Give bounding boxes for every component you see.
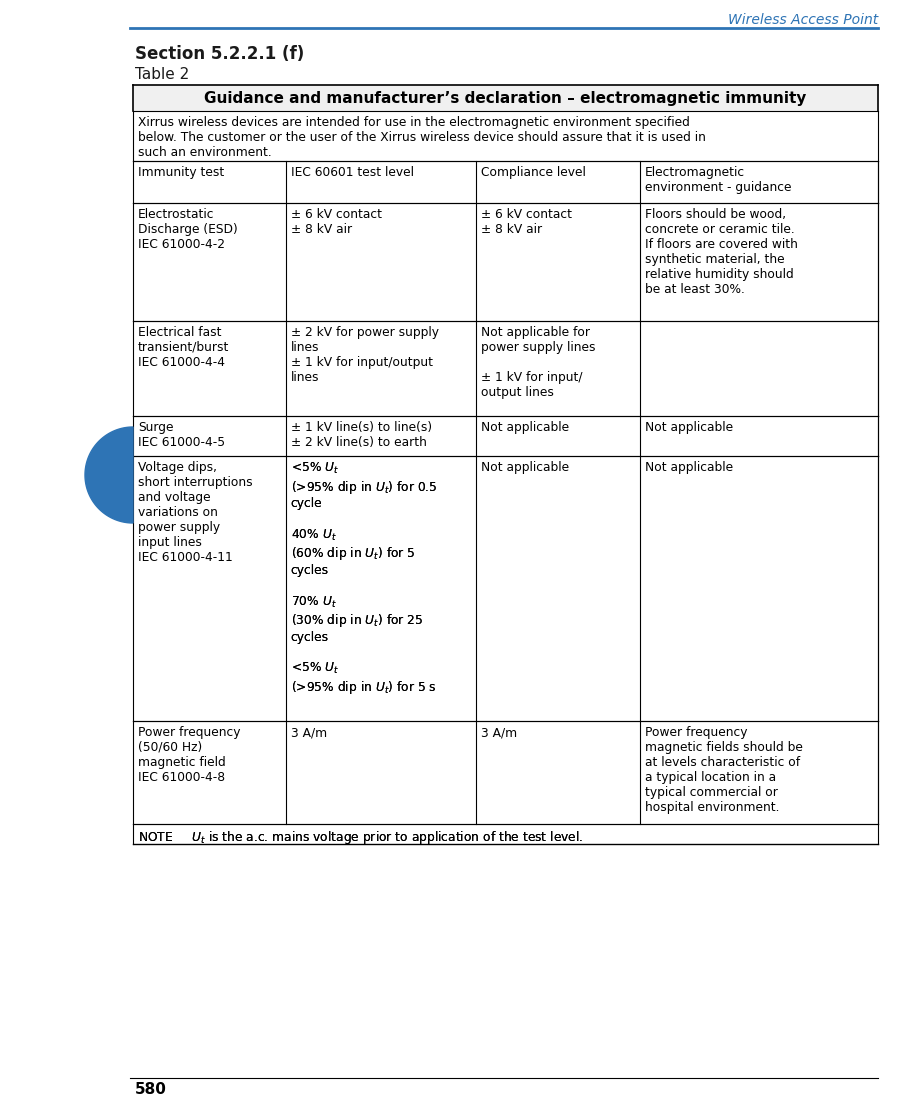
Text: Not applicable: Not applicable bbox=[481, 461, 569, 474]
Bar bbox=[133, 416, 878, 456]
Bar bbox=[133, 321, 878, 416]
Text: Electromagnetic
environment - guidance: Electromagnetic environment - guidance bbox=[644, 166, 791, 194]
Text: Power frequency
magnetic fields should be
at levels characteristic of
a typical : Power frequency magnetic fields should b… bbox=[644, 726, 803, 814]
Bar bbox=[133, 111, 878, 161]
Text: Floors should be wood,
concrete or ceramic tile.
If floors are covered with
synt: Floors should be wood, concrete or ceram… bbox=[644, 208, 797, 296]
Text: Wireless Access Point: Wireless Access Point bbox=[728, 13, 878, 27]
Text: Immunity test: Immunity test bbox=[138, 166, 224, 179]
Text: 3 A/m: 3 A/m bbox=[481, 726, 517, 739]
Bar bbox=[133, 203, 878, 321]
Text: Not applicable for
power supply lines

± 1 kV for input/
output lines: Not applicable for power supply lines ± … bbox=[481, 326, 596, 398]
Text: Surge
IEC 61000-4-5: Surge IEC 61000-4-5 bbox=[138, 421, 225, 450]
Text: <5% $U_t$
(>95% dip in $U_t$) for 0.5
cycle

40% $U_t$
(60% dip in $U_t$) for 5
: <5% $U_t$ (>95% dip in $U_t$) for 0.5 cy… bbox=[291, 461, 437, 696]
Text: Guidance and manufacturer’s declaration – electromagnetic immunity: Guidance and manufacturer’s declaration … bbox=[205, 91, 806, 105]
Text: ± 1 kV line(s) to line(s)
± 2 kV line(s) to earth: ± 1 kV line(s) to line(s) ± 2 kV line(s)… bbox=[291, 421, 432, 450]
Text: Electrical fast
transient/burst
IEC 61000-4-4: Electrical fast transient/burst IEC 6100… bbox=[138, 326, 230, 369]
Text: Power frequency
(50/60 Hz)
magnetic field
IEC 61000-4-8: Power frequency (50/60 Hz) magnetic fiel… bbox=[138, 726, 241, 784]
Text: NOTE     $U_t$ is the a.c. mains voltage prior to application of the test level.: NOTE $U_t$ is the a.c. mains voltage pri… bbox=[138, 829, 583, 846]
Polygon shape bbox=[85, 427, 133, 523]
Text: Voltage dips,
short interruptions
and voltage
variations on
power supply
input l: Voltage dips, short interruptions and vo… bbox=[138, 461, 252, 564]
Text: Not applicable: Not applicable bbox=[644, 461, 733, 474]
Text: Electrostatic
Discharge (ESD)
IEC 61000-4-2: Electrostatic Discharge (ESD) IEC 61000-… bbox=[138, 208, 238, 251]
Text: ± 2 kV for power supply
lines
± 1 kV for input/output
lines: ± 2 kV for power supply lines ± 1 kV for… bbox=[291, 326, 439, 384]
Text: NOTE     $U_t$ is the a.c. mains voltage prior to application of the test level.: NOTE $U_t$ is the a.c. mains voltage pri… bbox=[138, 829, 583, 846]
Bar bbox=[133, 456, 878, 722]
Text: Compliance level: Compliance level bbox=[481, 166, 586, 179]
Text: Not applicable: Not applicable bbox=[481, 421, 569, 434]
Text: Xirrus wireless devices are intended for use in the electromagnetic environment : Xirrus wireless devices are intended for… bbox=[138, 117, 705, 159]
Text: Section 5.2.2.1 (f): Section 5.2.2.1 (f) bbox=[135, 46, 305, 63]
Text: ± 6 kV contact
± 8 kV air: ± 6 kV contact ± 8 kV air bbox=[291, 208, 382, 236]
Text: ± 6 kV contact
± 8 kV air: ± 6 kV contact ± 8 kV air bbox=[481, 208, 572, 236]
Text: 580: 580 bbox=[135, 1082, 167, 1097]
Text: 3 A/m: 3 A/m bbox=[291, 726, 327, 739]
Bar bbox=[133, 85, 878, 111]
Bar bbox=[133, 722, 878, 824]
Text: <5% $U_t$
(>95% dip in $U_t$) for 0.5
cycle

40% $U_t$
(60% dip in $U_t$) for 5
: <5% $U_t$ (>95% dip in $U_t$) for 0.5 cy… bbox=[291, 461, 437, 696]
Text: Table 2: Table 2 bbox=[135, 67, 189, 82]
Text: IEC 60601 test level: IEC 60601 test level bbox=[291, 166, 414, 179]
Bar bbox=[133, 161, 878, 203]
Text: Not applicable: Not applicable bbox=[644, 421, 733, 434]
Bar bbox=[133, 824, 878, 844]
